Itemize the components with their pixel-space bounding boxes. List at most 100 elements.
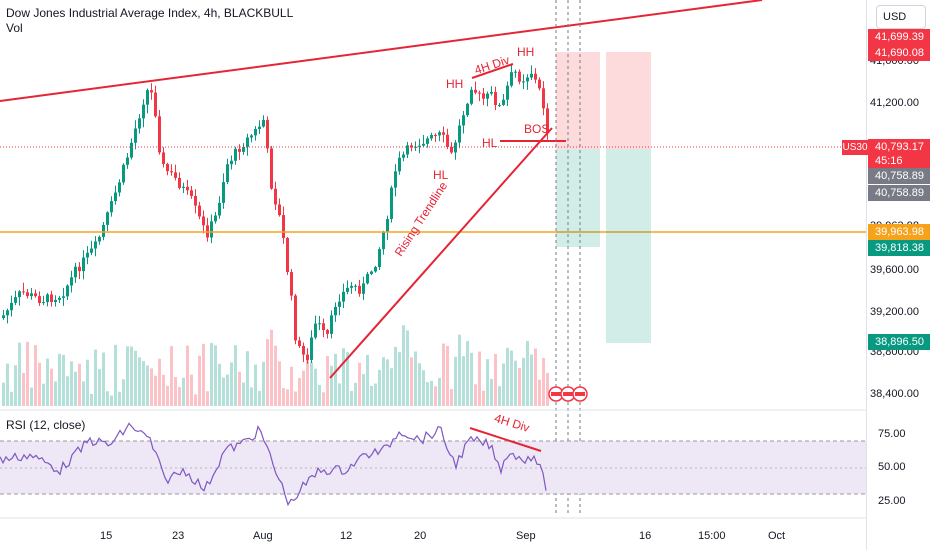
candle-body [118,182,121,193]
candle-body [14,297,17,303]
candle-body [538,79,541,89]
candle-body [114,192,117,202]
volume-label[interactable]: Vol [6,21,23,35]
candle-body [318,323,321,325]
candle-body [446,134,449,148]
volume-bar [226,374,229,406]
candle-body [70,277,73,286]
volume-bar [406,330,409,406]
candle-body [62,296,65,298]
volume-bar [30,387,33,406]
candle-body [510,72,513,86]
time-label: 15:00 [698,530,726,542]
candle-body [130,142,133,158]
candle-body [430,134,433,139]
candle-body [330,315,333,334]
rsi-line [0,422,547,507]
volume-bar [62,354,65,406]
volume-bar [478,351,481,406]
volume-bar [198,355,201,406]
annotation-hl-1[interactable]: HL [482,136,498,150]
volume-bar [446,345,449,406]
candle-body [302,345,305,355]
volume-bar [462,356,465,406]
time-label: Aug [253,530,273,542]
rsi-title[interactable]: RSI (12, close) [6,418,86,432]
volume-bar [150,368,153,406]
volume-bar [134,350,137,406]
volume-bar [94,349,97,406]
candle-body [426,138,429,144]
rsi-level-label: 75.00 [878,428,906,440]
annotation-hh-1[interactable]: HH [446,77,464,91]
candle-body [390,187,393,219]
candle-body [530,73,533,78]
candle-body [362,283,365,294]
symbol-title[interactable]: Dow Jones Industrial Average Index, 4h, … [6,6,294,20]
volume-bar [410,357,413,406]
volume-bar [474,384,477,406]
rsi-level-label: 25.00 [878,495,906,507]
annotation-hl-2[interactable]: HL [433,168,449,182]
annotation-bos[interactable]: BOS [524,122,550,136]
candle-body [166,164,169,172]
price-label: 39,600.00 [870,264,919,276]
candle-body [230,160,233,165]
volume-bar [290,366,293,406]
candle-body [398,157,401,172]
candle-body [234,148,237,161]
volume-bar [390,368,393,406]
candle-body [74,266,77,278]
volume-bar [230,362,233,406]
candle-body [30,293,33,297]
volume-bar [102,352,105,406]
candle-body [238,148,241,152]
volume-bar [14,365,17,406]
candle-body [18,291,21,298]
volume-bar [54,381,57,406]
volume-bar [222,377,225,406]
candle-body [314,323,317,338]
volume-bar [546,372,549,406]
candle-body [46,294,49,303]
volume-bar [490,378,493,406]
volume-bars [2,325,549,406]
volume-bar [426,382,429,406]
volume-bar [106,391,109,406]
volume-bar [126,346,129,406]
price-scale[interactable] [866,0,932,550]
candle-body [442,132,445,135]
candle-body [194,196,197,206]
volume-bar [242,382,245,406]
volume-bar [274,345,277,406]
candle-body [258,126,261,130]
volume-bar [342,348,345,406]
chart-canvas[interactable] [0,0,866,550]
volume-bar [262,361,265,406]
currency-button[interactable]: USD [876,5,926,29]
candle-body [298,340,301,346]
candle-body [246,137,249,147]
candle-body [186,186,189,191]
volume-bar [382,357,385,406]
price-label: 39,200.00 [870,306,919,318]
volume-bar [530,354,533,406]
candle-body [526,77,529,82]
candle-body [126,157,129,165]
event-flag-icon[interactable] [548,386,588,402]
candle-body [386,218,389,232]
candle-body [458,125,461,143]
volume-bar [34,345,37,406]
volume-bar [214,345,217,406]
volume-bar [306,355,309,406]
volume-bar [302,370,305,406]
candle-body [198,205,201,217]
volume-bar [194,394,197,406]
volume-bar [438,377,441,406]
rsi-divergence-line [469,427,542,452]
volume-bar [38,362,41,406]
annotation-hh-2[interactable]: HH [517,45,535,59]
rising-trendline [329,127,553,379]
candlesticks [2,63,549,364]
candle-body [350,285,353,288]
